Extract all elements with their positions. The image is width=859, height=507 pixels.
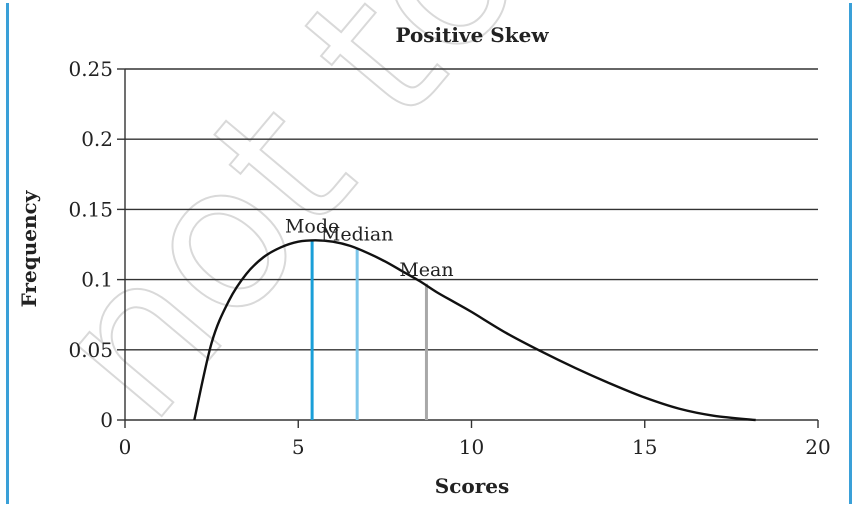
x-tick-label-1: 5	[292, 435, 305, 459]
y-tick-label-3: 0.15	[68, 197, 113, 221]
x-tick-label-2: 10	[459, 435, 484, 459]
annotation-mode: Mode	[285, 215, 339, 237]
y-tick-label-1: 0.05	[68, 338, 113, 362]
x-tick-label-3: 15	[632, 435, 657, 459]
x-tick-label-0: 0	[119, 435, 132, 459]
distribution-curve	[193, 239, 756, 422]
chart-title: Positive Skew	[395, 23, 549, 47]
x-tick-labels: 0 5 10 15 20	[119, 435, 831, 459]
y-axis-label: Frequency	[17, 189, 41, 307]
y-tick-label-2: 0.1	[81, 268, 113, 292]
central-tendency-lines	[310, 240, 428, 420]
y-tick-label-0: 0	[100, 408, 113, 432]
x-tick-label-4: 20	[805, 435, 830, 459]
grid-lines	[117, 68, 818, 421]
y-tick-labels: 0 0.05 0.1 0.15 0.2 0.25	[68, 57, 113, 432]
axes	[124, 69, 819, 428]
annotation-median: Median	[321, 224, 394, 246]
y-tick-label-4: 0.2	[81, 127, 113, 151]
x-axis-label: Scores	[435, 474, 509, 498]
y-tick-label-5: 0.25	[68, 57, 113, 81]
distribution-curve-group	[193, 239, 756, 422]
annotation-mean: Mean	[399, 259, 453, 281]
